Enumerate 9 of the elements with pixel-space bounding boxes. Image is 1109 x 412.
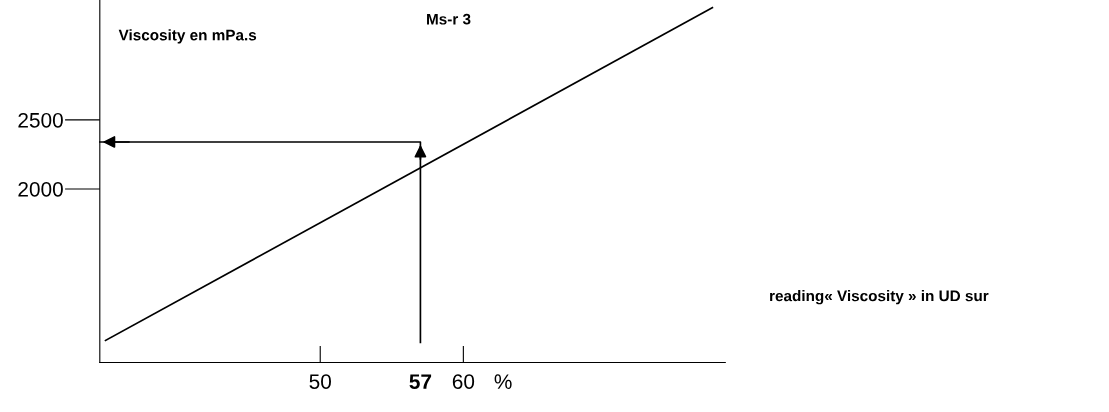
x-axis-title: reading« Viscosity » in UD sur (770, 290, 989, 305)
y-tick-label: 2500 (18, 112, 63, 128)
text: % (494, 374, 512, 389)
y-tick-label: 2000 (18, 181, 63, 197)
y-axis-title: Viscosity en mPa.s (118, 29, 257, 44)
x-tick-label: 50 (309, 374, 331, 389)
text: Ms-r 3 (427, 13, 471, 25)
x-tick-label: 57 (409, 374, 432, 389)
x-tick-label: 60 (452, 374, 475, 389)
